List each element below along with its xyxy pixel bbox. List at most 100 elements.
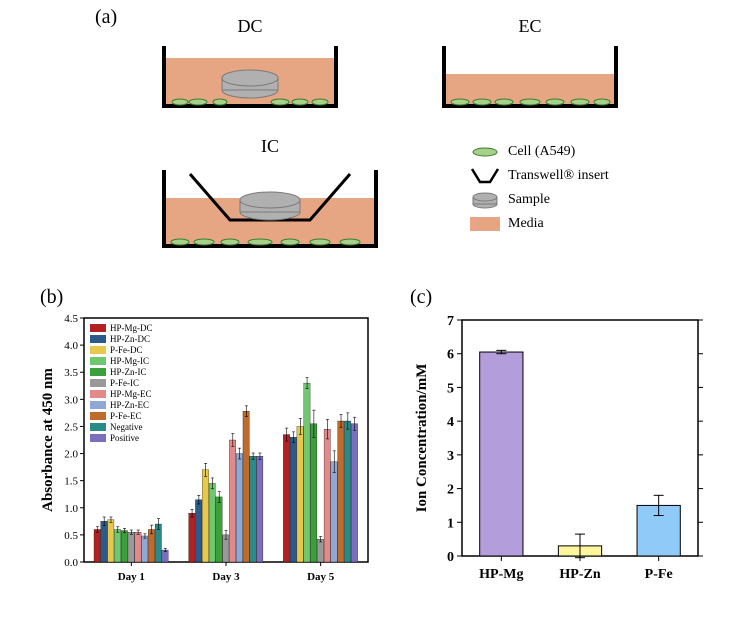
panel-b-chart: 0.00.51.01.52.02.53.03.54.04.5Absorbance… [38,310,378,590]
legend-swatch [90,434,106,442]
legend-cell-label: Cell (A549) [508,144,575,160]
legend-swatch [90,379,106,387]
legend-label: HP-Mg-IC [110,356,149,366]
ec-cells [451,99,610,105]
svg-text:1: 1 [447,516,454,531]
legend-label: Positive [110,433,139,443]
legend-label: HP-Mg-DC [110,323,153,333]
svg-text:3.0: 3.0 [64,394,78,406]
svg-text:4.0: 4.0 [64,340,78,352]
legend-sample-label: Sample [508,192,550,208]
svg-text:2.5: 2.5 [64,421,78,433]
panel-a-diagram: DC EC [60,10,700,260]
legend-swatch [90,390,106,398]
legend-swatch [90,368,106,376]
svg-text:1.0: 1.0 [64,503,78,515]
bar [236,454,242,562]
svg-text:7: 7 [447,314,454,329]
panel-b-label: (b) [40,286,63,309]
svg-text:3.5: 3.5 [64,367,78,379]
legend-swatch [90,324,106,332]
bar [257,456,263,562]
bar [114,529,120,562]
bar [351,424,357,562]
bar [121,531,127,562]
bar [195,500,201,562]
dc-dish: DC [160,40,340,110]
legend-swatch [90,357,106,365]
legend-label: HP-Zn-DC [110,334,150,344]
bar [101,521,107,562]
group-label: Day 5 [307,571,335,583]
legend-swatch [90,423,106,431]
bar [283,435,289,562]
svg-text:3: 3 [447,449,454,464]
bar [317,539,323,562]
svg-text:2: 2 [447,483,454,498]
bar [344,421,350,562]
legend-insert-row: Transwell® insert [470,164,609,188]
bar [209,483,215,562]
ic-sample-disc [240,192,300,220]
legend-swatch [90,335,106,343]
legend-swatch [90,412,106,420]
bar [243,411,249,562]
legend-media-row: Media [470,212,609,236]
bar [480,352,523,556]
bar [250,456,256,562]
group-label: Day 1 [118,571,145,583]
bar [189,513,195,562]
ic-dish: IC [160,160,380,250]
svg-text:5: 5 [447,381,454,396]
panel-a-legend: Cell (A549) Transwell® insert Sample Med… [470,140,609,236]
category-label: HP-Mg [479,567,523,582]
bar [108,520,114,562]
bar [142,536,148,562]
bar [304,383,310,562]
panel-c-ylabel: Ion Concentration/mM [414,364,430,513]
bar [94,529,100,562]
legend-insert-label: Transwell® insert [508,168,609,184]
bar [331,462,337,562]
svg-text:0: 0 [447,550,454,565]
legend-label: HP-Zn-IC [110,367,147,377]
legend-sample-row: Sample [470,188,609,212]
bar [324,429,330,562]
bar [135,532,141,562]
svg-text:2.0: 2.0 [64,449,78,461]
svg-text:0.0: 0.0 [64,557,78,569]
legend-label: P-Fe-DC [110,345,143,355]
svg-text:4: 4 [447,415,454,430]
bar [148,529,154,562]
bar [338,421,344,562]
bar [290,437,296,562]
legend-media-label: Media [508,216,544,232]
panel-c-chart: 0 1 2 3 4 5 6 7 Ion Concentration/mM HP-Mg HP-Zn P-… [410,310,710,590]
bar [229,440,235,562]
legend-label: Negative [110,422,142,432]
svg-text:6: 6 [447,348,454,363]
group-label: Day 3 [212,571,240,583]
category-label: P-Fe [645,567,673,582]
legend-label: HP-Zn-EC [110,400,149,410]
svg-text:4.5: 4.5 [64,313,78,325]
legend-label: HP-Mg-EC [110,389,152,399]
legend-swatch [90,346,106,354]
legend-label: P-Fe-IC [110,378,139,388]
bar [202,470,208,562]
bar [297,426,303,562]
ec-title: EC [440,16,620,37]
ic-title: IC [160,136,380,157]
dc-title: DC [160,16,340,37]
bar [128,532,134,562]
ec-dish: EC [440,40,620,110]
panel-b-ylabel: Absorbance at 450 nm [40,368,56,512]
legend-cell-row: Cell (A549) [470,140,609,164]
svg-text:0.5: 0.5 [64,530,78,542]
bar [310,424,316,562]
legend-label: P-Fe-EC [110,411,142,421]
panel-c-label: (c) [410,286,432,309]
bar [216,497,222,562]
category-label: HP-Zn [559,567,600,582]
legend-swatch [90,401,106,409]
